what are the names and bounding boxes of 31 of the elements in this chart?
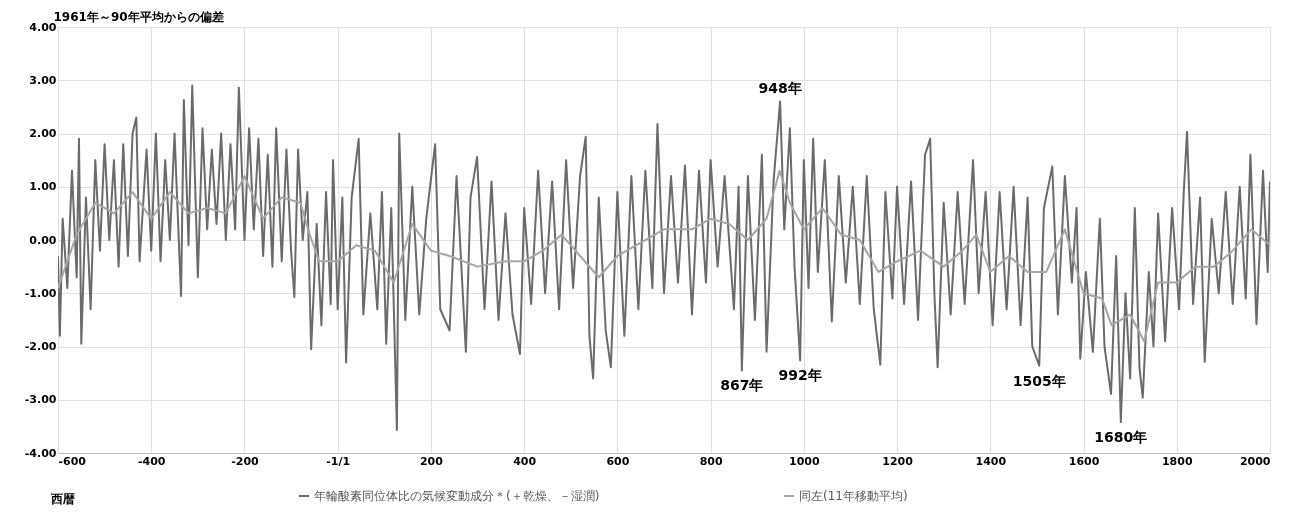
annotation: 1505年 xyxy=(1012,372,1066,389)
y-tick-label: -2.00 xyxy=(24,340,57,353)
x-tick-label: -200 xyxy=(231,454,260,468)
x-tick-label: -1/1 xyxy=(326,454,351,468)
x-tick-label: 1200 xyxy=(882,454,914,468)
annotation: 1680年 xyxy=(1094,429,1148,446)
y-tick-label: -4.00 xyxy=(24,446,57,460)
y-tick-label: 3.00 xyxy=(29,73,57,87)
y-tick-label: 0.00 xyxy=(29,233,57,247)
y-tick-label: -3.00 xyxy=(24,393,57,407)
x-axis-title: 西暦 xyxy=(49,491,75,506)
x-tick-label: 1000 xyxy=(789,454,820,468)
y-tick-label: 2.00 xyxy=(29,127,57,140)
x-tick-label: -600 xyxy=(58,454,87,468)
line-series xyxy=(58,169,1270,343)
annotation: 948年 xyxy=(758,79,802,96)
x-tick-label: 600 xyxy=(606,454,630,468)
legend-label: 年輪酸素同位体比の気候変動成分＊(＋乾燥、－湿潤) xyxy=(314,489,600,503)
x-tick-label: 400 xyxy=(513,454,537,468)
y-tick-label: 1.00 xyxy=(29,180,57,194)
annotation: 867年 xyxy=(720,377,764,394)
x-tick-label: 1600 xyxy=(1068,454,1100,468)
annotation: 992年 xyxy=(778,367,822,384)
x-tick-label: 1800 xyxy=(1161,454,1193,468)
x-tick-label: 1400 xyxy=(975,454,1007,468)
x-tick-label: 2000 xyxy=(1239,454,1271,468)
x-tick-label: 200 xyxy=(419,454,444,468)
x-tick-label: -400 xyxy=(137,454,166,468)
legend-label: 同左(11年移動平均) xyxy=(799,489,908,503)
x-tick-label: 800 xyxy=(699,454,723,468)
y-tick-label: -1.00 xyxy=(24,286,57,300)
